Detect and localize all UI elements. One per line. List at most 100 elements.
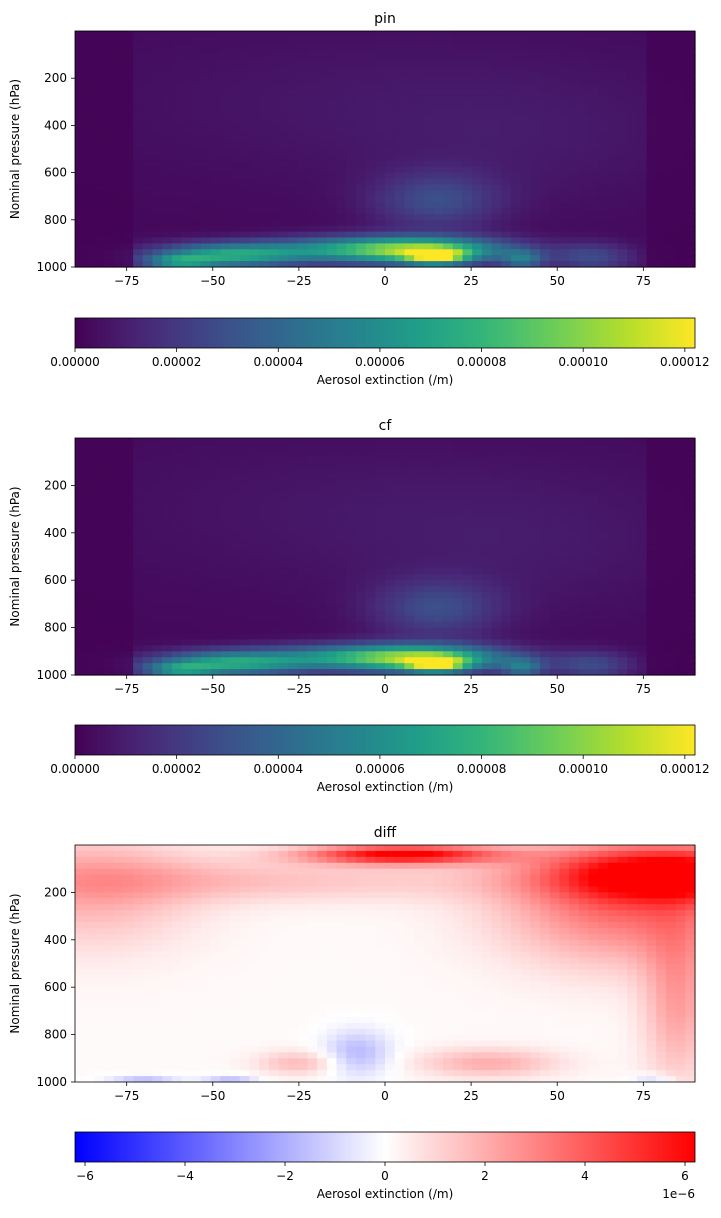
heatmap-cell bbox=[123, 497, 134, 504]
heatmap-cell bbox=[627, 592, 638, 599]
heatmap-cell bbox=[104, 580, 115, 587]
heatmap-cell bbox=[588, 48, 599, 56]
heatmap-cell bbox=[171, 54, 183, 62]
heatmap-cell bbox=[617, 455, 628, 463]
heatmap-cell bbox=[288, 119, 299, 126]
heatmap-cell bbox=[288, 467, 299, 475]
heatmap-cell bbox=[181, 580, 192, 587]
heatmap-cell bbox=[191, 237, 202, 244]
heatmap-cell bbox=[152, 503, 163, 510]
heatmap-cell bbox=[627, 443, 638, 451]
heatmap-cell bbox=[200, 42, 212, 50]
heatmap-cell bbox=[617, 597, 628, 605]
heatmap-cell bbox=[75, 31, 86, 38]
heatmap-cell bbox=[617, 520, 628, 528]
heatmap-cell bbox=[530, 479, 541, 486]
heatmap-cell bbox=[113, 149, 125, 156]
heatmap-cell bbox=[181, 42, 192, 50]
heatmap-cell bbox=[346, 651, 357, 658]
heatmap-cell bbox=[627, 48, 638, 56]
heatmap-cell bbox=[365, 532, 376, 540]
heatmap-cell bbox=[249, 651, 260, 658]
heatmap-cell bbox=[84, 219, 95, 227]
heatmap-cell bbox=[559, 538, 570, 546]
heatmap-cell bbox=[200, 101, 212, 109]
heatmap-cell bbox=[259, 154, 270, 162]
heatmap-cell bbox=[133, 443, 144, 451]
heatmap-cell bbox=[152, 615, 163, 623]
heatmap-cell bbox=[423, 515, 435, 522]
heatmap-cell bbox=[598, 113, 609, 121]
heatmap-cell bbox=[200, 54, 212, 62]
heatmap-cell bbox=[685, 48, 696, 56]
heatmap-cell bbox=[665, 78, 677, 85]
heatmap-cell bbox=[94, 455, 105, 463]
heatmap-cell bbox=[443, 473, 454, 481]
heatmap-cell bbox=[84, 95, 95, 103]
heatmap-cell bbox=[540, 125, 551, 132]
heatmap-cell bbox=[481, 72, 493, 79]
heatmap-cell bbox=[530, 449, 541, 457]
heatmap-cell bbox=[404, 544, 415, 552]
heatmap-cell bbox=[104, 574, 115, 581]
heatmap-cell bbox=[268, 574, 280, 581]
heatmap-cell bbox=[336, 231, 347, 239]
heatmap-cell bbox=[288, 255, 299, 262]
heatmap-cell bbox=[75, 615, 86, 623]
heatmap-cell bbox=[443, 491, 454, 498]
heatmap-cell bbox=[501, 202, 512, 209]
heatmap-cell bbox=[598, 574, 609, 581]
heatmap-cell bbox=[423, 651, 435, 658]
heatmap-cell bbox=[94, 131, 105, 138]
heatmap-cell bbox=[230, 544, 241, 552]
heatmap-cell bbox=[259, 36, 270, 44]
heatmap-cell bbox=[588, 137, 599, 144]
heatmap-cell bbox=[326, 443, 338, 451]
heatmap-cell bbox=[414, 160, 425, 168]
heatmap-cell bbox=[133, 544, 144, 552]
heatmap-cell bbox=[210, 54, 221, 62]
heatmap-cell bbox=[94, 473, 105, 481]
heatmap-cell bbox=[636, 95, 648, 103]
heatmap-cell bbox=[433, 190, 444, 197]
heatmap-cell bbox=[75, 473, 86, 481]
heatmap-cell bbox=[617, 131, 628, 138]
heatmap-cell bbox=[278, 627, 289, 635]
heatmap-cell bbox=[307, 497, 318, 504]
heatmap-cell bbox=[288, 113, 299, 121]
heatmap-cell bbox=[259, 54, 270, 62]
heatmap-cell bbox=[297, 196, 309, 203]
heatmap-cell bbox=[375, 249, 386, 256]
heatmap-cell bbox=[462, 36, 473, 44]
heatmap-cell bbox=[239, 455, 250, 463]
heatmap-cell bbox=[152, 455, 163, 463]
heatmap-cell bbox=[375, 485, 386, 492]
heatmap-cell bbox=[414, 137, 425, 144]
heatmap-cell bbox=[210, 438, 221, 445]
heatmap-cell bbox=[152, 556, 163, 564]
heatmap-cell bbox=[588, 243, 599, 250]
heatmap-cell bbox=[210, 538, 221, 546]
heatmap-cell bbox=[230, 467, 241, 475]
heatmap-cell bbox=[540, 143, 551, 150]
heatmap-cell bbox=[220, 669, 231, 676]
heatmap-cell bbox=[385, 255, 396, 262]
heatmap-cell bbox=[133, 154, 144, 162]
heatmap-cell bbox=[375, 515, 386, 522]
heatmap-cell bbox=[443, 78, 454, 85]
heatmap-cell bbox=[385, 491, 396, 498]
heatmap-cell bbox=[375, 184, 386, 191]
heatmap-cell bbox=[181, 438, 192, 445]
heatmap-cell bbox=[472, 213, 483, 221]
heatmap-cell bbox=[181, 72, 192, 79]
heatmap-cell bbox=[404, 663, 415, 670]
heatmap-cell bbox=[520, 196, 531, 203]
heatmap-cell bbox=[355, 438, 367, 445]
heatmap-cell bbox=[365, 237, 376, 244]
heatmap-cell bbox=[472, 131, 483, 138]
heatmap-cell bbox=[404, 473, 415, 481]
heatmap-cell bbox=[598, 485, 609, 492]
heatmap-cell bbox=[162, 491, 173, 498]
heatmap-cell bbox=[94, 438, 105, 445]
heatmap-cell bbox=[355, 663, 367, 670]
